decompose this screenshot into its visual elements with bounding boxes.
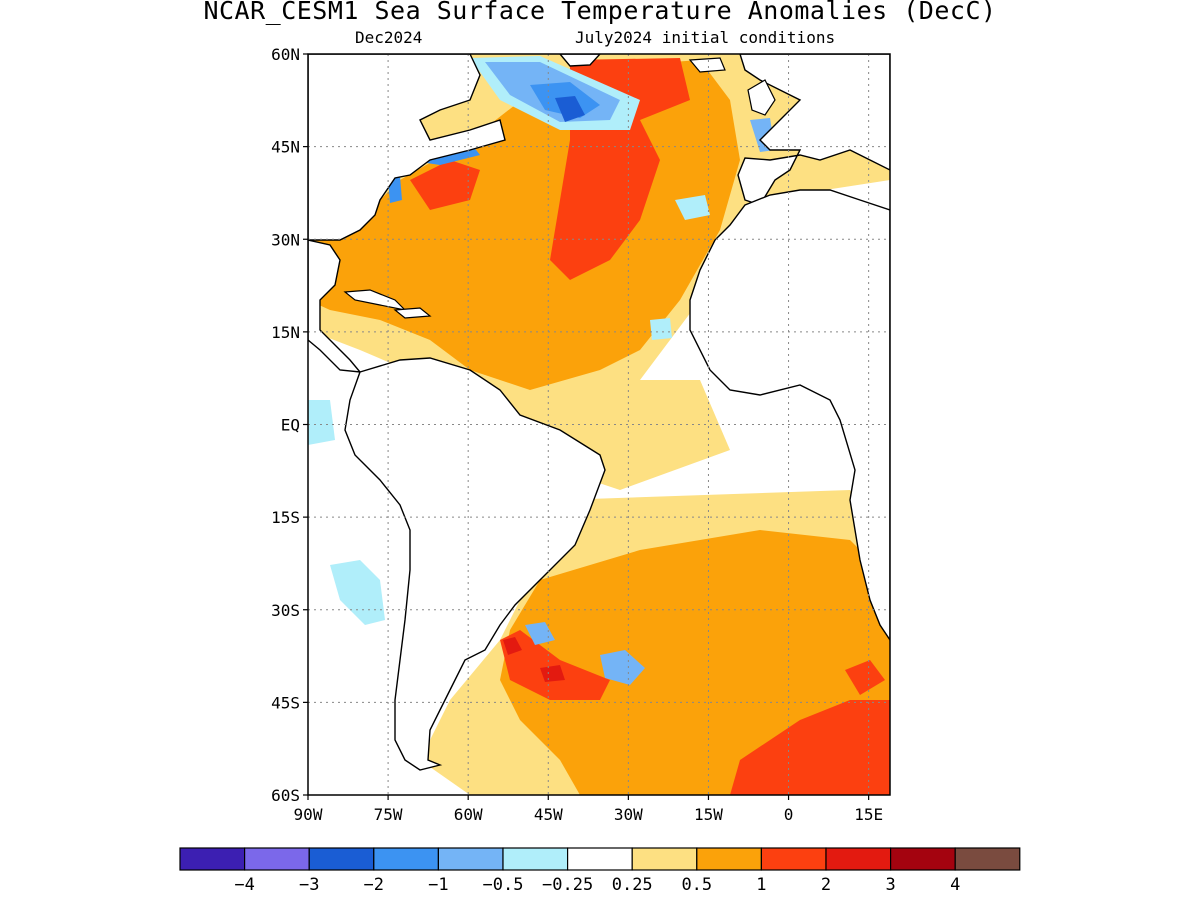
anomaly-region-peru-cool: [308, 400, 335, 445]
colorbar-swatch: [179, 847, 246, 871]
colorbar-label: −0.25: [542, 875, 593, 895]
lon-tick-label: 30W: [614, 805, 643, 824]
colorbar-label: 4: [950, 875, 960, 895]
colorbar: [179, 847, 1021, 871]
lat-tick-label: 45S: [271, 693, 300, 712]
colorbar-swatch: [825, 847, 892, 871]
colorbar-label: −3: [299, 875, 319, 895]
colorbar-label: 0.5: [681, 875, 712, 895]
anomaly-field: [308, 54, 890, 795]
anomaly-region-sw-atlantic-cool-2: [525, 622, 555, 645]
colorbar-swatch: [308, 847, 375, 871]
anomaly-region-gulfstream-strong: [410, 160, 480, 210]
lat-tick-label: 45N: [271, 138, 300, 157]
colorbar-swatch: [760, 847, 827, 871]
land-hispaniola: [393, 307, 432, 319]
land-africa: [689, 189, 890, 642]
anomaly-region-labrador-peak-cool: [555, 96, 585, 122]
colorbar-label: 1: [756, 875, 766, 895]
colorbar-label: −1: [428, 875, 448, 895]
anomaly-region-tropical-cool: [650, 318, 672, 340]
graticule: [308, 54, 890, 795]
lat-tick-label: 15S: [271, 508, 300, 527]
colorbar-label: −4: [234, 875, 254, 895]
colorbar-swatch: [889, 847, 956, 871]
colorbar-swatch: [373, 847, 439, 871]
colorbar-swatch: [631, 847, 698, 871]
colorbar-swatch: [696, 847, 762, 871]
lat-tick-label: 30N: [271, 230, 300, 249]
lat-tick-label: 60S: [271, 786, 300, 805]
lon-tick-label: 75W: [374, 805, 403, 824]
anomaly-region-argentina-peak: [503, 637, 522, 655]
initial-conditions: July2024 initial conditions: [575, 28, 836, 47]
lat-tick-labels: 60N 45N 30N 15N EQ 15S 30S 45S 60S: [271, 45, 308, 805]
colorbar-label: 3: [885, 875, 895, 895]
anomaly-region-southern-strong: [730, 700, 890, 795]
anomaly-region-argentina-strong: [500, 630, 610, 700]
colorbar-swatch: [437, 847, 504, 871]
colorbar-swatch: [244, 847, 310, 871]
colorbar-label: 2: [821, 875, 831, 895]
anomaly-region-africa-strong: [845, 660, 885, 695]
lat-tick-label: 15N: [271, 323, 300, 342]
map-title: NCAR_CESM1 Sea Surface Temperature Anoma…: [203, 0, 997, 25]
lon-tick-label: 90W: [294, 805, 323, 824]
colorbar-labels: −4 −3 −2 −1 −0.5 −0.25 0.25 0.5 1 2 3 4: [234, 875, 960, 895]
lat-tick-label: 60N: [271, 45, 300, 64]
land-north-america: [308, 54, 506, 241]
lon-tick-label: 15W: [694, 805, 723, 824]
land-iceland: [688, 57, 726, 73]
land-south-america: [344, 357, 606, 771]
lon-tick-label: 15E: [854, 805, 883, 824]
colorbar-swatch: [566, 847, 633, 871]
anomaly-region-azores-cool: [675, 195, 710, 220]
anomaly-region-chile-cool: [330, 560, 385, 625]
colorbar-label: 0.25: [612, 875, 653, 895]
anomaly-region-sw-atlantic-cool: [600, 650, 645, 685]
land-greenland: [559, 54, 601, 67]
lon-tick-label: 60W: [454, 805, 483, 824]
colorbar-swatch: [502, 847, 569, 871]
lat-tick-label: EQ: [281, 416, 300, 435]
colorbar-swatch: [954, 847, 1021, 871]
lon-tick-label: 0: [784, 805, 794, 824]
land-british-isles: [747, 79, 776, 116]
forecast-month: Dec2024: [355, 28, 423, 47]
colorbar-label: −2: [364, 875, 384, 895]
land-central-america: [308, 239, 362, 373]
lon-tick-label: 45W: [534, 805, 563, 824]
colorbar-label: −0.5: [483, 875, 524, 895]
anomaly-region-eq-weak: [480, 380, 730, 490]
anomaly-region-argentina-peak-2: [540, 665, 565, 682]
lat-tick-label: 30S: [271, 601, 300, 620]
lon-tick-labels: 90W 75W 60W 45W 30W 15W 0 15E: [294, 795, 883, 824]
